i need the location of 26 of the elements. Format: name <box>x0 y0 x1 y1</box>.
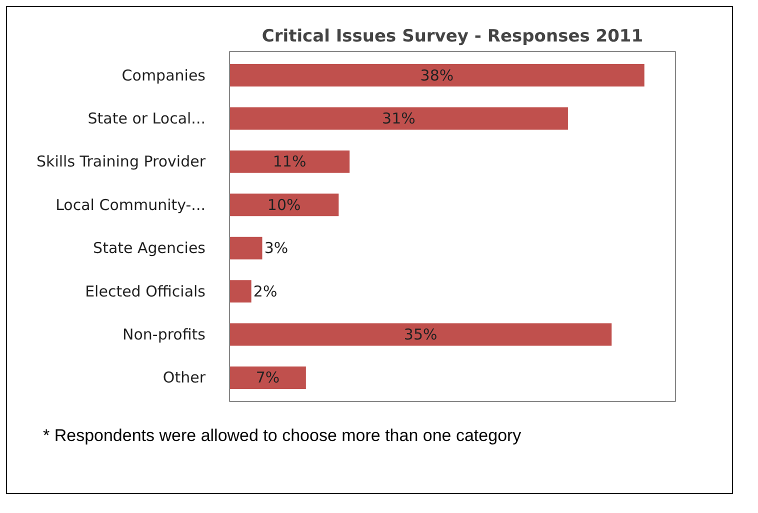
data-label: 31% <box>382 109 416 128</box>
bar <box>230 64 644 86</box>
bar <box>230 194 339 216</box>
bar <box>230 366 306 389</box>
y-tick-label: State or Local... <box>88 109 206 128</box>
data-label: 7% <box>256 368 280 387</box>
text: * Respondents were allowed to choose more than one category <box>43 425 522 447</box>
chart-title: Critical Issues Survey - Responses 2011 <box>262 26 644 46</box>
y-tick-label: Local Community-... <box>56 196 206 214</box>
data-label: 38% <box>420 66 454 84</box>
data-label: 11% <box>272 152 306 171</box>
y-tick-label: Companies <box>122 66 206 84</box>
bar <box>230 236 262 260</box>
y-tick-label: Elected Officials <box>85 282 206 300</box>
data-label: 35% <box>404 326 438 344</box>
y-tick-label: Other <box>162 368 206 387</box>
data-label: 2% <box>253 282 278 300</box>
data-label: 3% <box>264 239 288 258</box>
y-tick-label: Skills Training Provider <box>36 152 206 171</box>
data-label: 10% <box>267 196 301 214</box>
y-tick-label: State Agencies <box>93 239 206 258</box>
y-tick-label: Non-profits <box>122 326 206 344</box>
bar <box>230 150 350 173</box>
bar <box>230 280 252 303</box>
bar <box>230 323 612 346</box>
bar <box>230 107 568 130</box>
